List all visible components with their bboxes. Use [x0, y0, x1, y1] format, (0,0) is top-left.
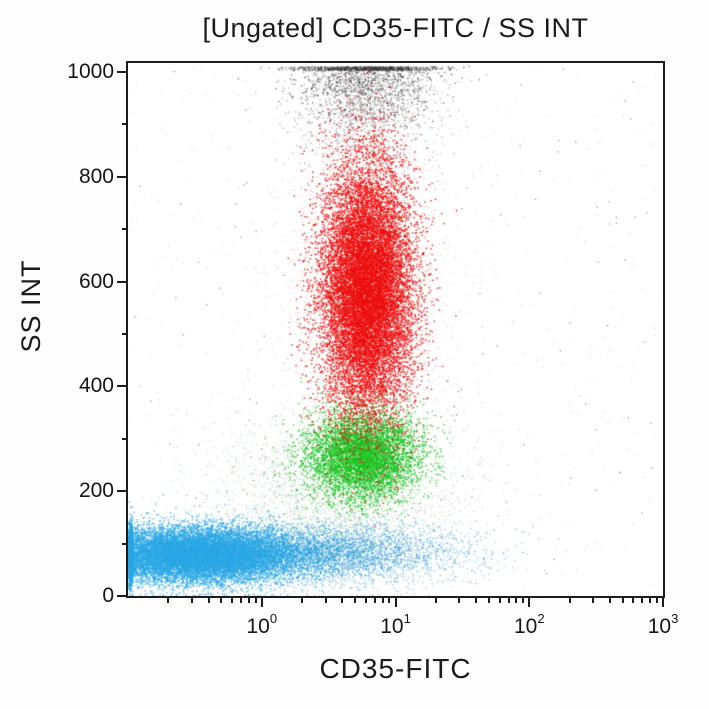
x-minor-tick: [487, 598, 490, 603]
x-minor-tick: [498, 598, 501, 603]
x-minor-tick: [381, 598, 384, 603]
x-minor-tick: [388, 598, 391, 603]
x-major-tick: [260, 598, 263, 607]
x-major-tick: [394, 598, 397, 607]
x-minor-tick: [254, 598, 257, 603]
x-minor-tick: [475, 598, 478, 603]
x-minor-tick: [190, 598, 193, 603]
y-tick-label: 0: [102, 584, 114, 607]
scatter-canvas: [128, 63, 663, 596]
x-minor-tick: [507, 598, 510, 603]
y-minor-tick: [122, 542, 128, 545]
x-minor-tick: [364, 598, 367, 603]
y-tick-label: 400: [78, 374, 114, 398]
x-tick-label: 103: [647, 611, 679, 638]
plot-title: [Ungated] CD35-FITC / SS INT: [202, 13, 589, 43]
x-major-tick: [662, 598, 664, 607]
y-tick-label: 800: [78, 164, 114, 188]
x-minor-tick: [608, 598, 611, 603]
y-minor-tick: [122, 437, 128, 440]
x-minor-tick: [641, 598, 644, 603]
y-minor-tick: [122, 332, 128, 335]
y-major-tick: [117, 70, 128, 73]
x-minor-tick: [434, 598, 437, 603]
x-tick-label: 102: [513, 611, 545, 638]
x-minor-tick: [655, 598, 658, 603]
x-minor-tick: [240, 598, 243, 603]
x-minor-tick: [522, 598, 525, 603]
x-minor-tick: [632, 598, 635, 603]
x-minor-tick: [247, 598, 250, 603]
x-minor-tick: [592, 598, 595, 603]
y-minor-tick: [122, 123, 128, 126]
x-minor-tick: [621, 598, 624, 603]
y-tick-label: 200: [78, 479, 114, 503]
y-tick-label: 600: [78, 269, 114, 293]
x-minor-tick: [220, 598, 223, 603]
x-minor-tick: [167, 598, 170, 603]
x-minor-tick: [354, 598, 357, 603]
y-axis-label: SS INT: [16, 259, 46, 353]
y-major-tick: [117, 175, 128, 178]
x-minor-tick: [458, 598, 461, 603]
y-major-tick: [117, 385, 128, 388]
x-minor-tick: [341, 598, 344, 603]
x-minor-tick: [301, 598, 303, 603]
x-minor-tick: [649, 598, 652, 603]
x-major-tick: [528, 598, 531, 607]
x-tick-label: 101: [380, 611, 411, 638]
x-minor-tick: [373, 598, 376, 603]
y-major-tick: [117, 280, 128, 283]
x-tick-label: 100: [246, 611, 278, 638]
x-minor-tick: [231, 598, 234, 603]
y-minor-tick: [122, 228, 128, 231]
x-minor-tick: [568, 598, 571, 603]
y-major-tick: [117, 595, 128, 597]
y-major-tick: [117, 490, 128, 493]
x-minor-tick: [515, 598, 518, 603]
x-minor-tick: [324, 598, 327, 603]
y-tick-label: 1000: [67, 59, 114, 83]
x-axis-label: CD35-FITC: [319, 653, 472, 684]
x-minor-tick: [207, 598, 210, 603]
